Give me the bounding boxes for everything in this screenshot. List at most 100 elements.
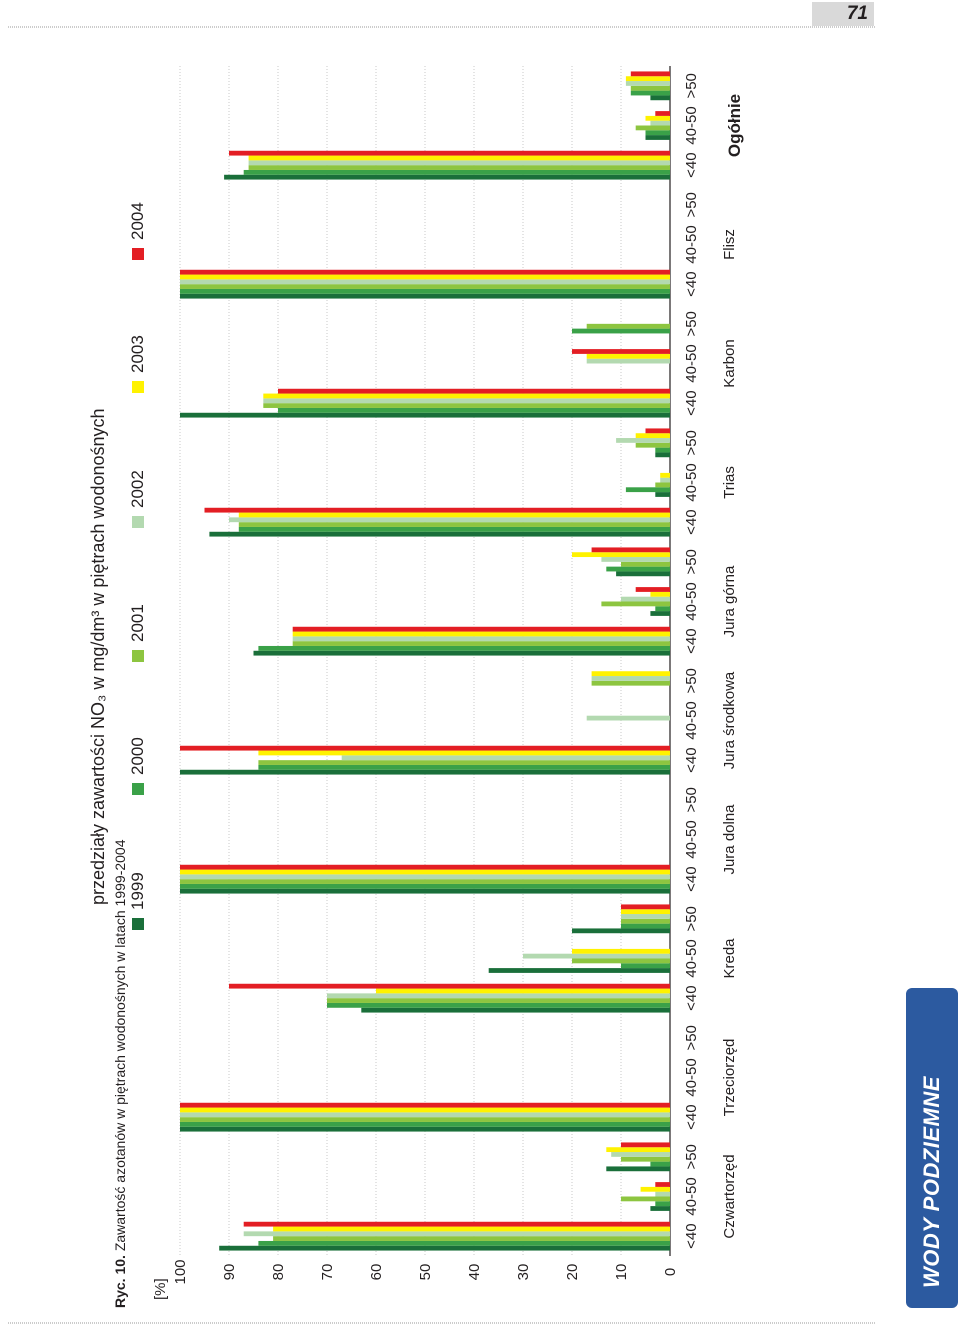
bar xyxy=(621,914,670,919)
legend-item: 2002 xyxy=(128,470,148,528)
interval-label: <40 xyxy=(683,509,700,534)
bar xyxy=(278,388,670,394)
bar xyxy=(263,393,670,399)
interval-label: 40-50 xyxy=(683,939,700,977)
bar xyxy=(258,760,670,765)
bar xyxy=(523,953,670,959)
y-tick-label: 80 xyxy=(270,1264,287,1281)
bar xyxy=(180,1121,670,1127)
bar xyxy=(635,125,670,131)
interval-label: >50 xyxy=(683,73,700,98)
bar xyxy=(621,918,670,924)
interval-label: >50 xyxy=(683,1144,700,1169)
y-tick-label: 10 xyxy=(613,1264,630,1281)
bar xyxy=(180,879,670,884)
bar xyxy=(650,120,670,126)
chapter-tab[interactable]: WODY PODZIEMNE xyxy=(906,988,958,1308)
bar xyxy=(180,269,670,275)
bar xyxy=(621,561,670,567)
bar xyxy=(327,1002,670,1008)
bar xyxy=(243,1231,670,1237)
bar xyxy=(229,517,670,523)
bar xyxy=(650,1161,670,1167)
bar xyxy=(630,90,670,96)
bar xyxy=(601,557,670,562)
bar xyxy=(263,398,670,404)
bar xyxy=(591,547,670,553)
interval-label: <40 xyxy=(683,152,700,177)
bar xyxy=(591,680,670,686)
y-tick-label: 70 xyxy=(319,1264,336,1281)
bar xyxy=(650,611,670,616)
legend-swatch xyxy=(132,248,144,260)
bar xyxy=(327,998,670,1003)
bar xyxy=(650,591,670,597)
bar xyxy=(243,169,670,175)
bar xyxy=(586,358,670,364)
bar xyxy=(248,165,670,170)
legend-swatch xyxy=(132,783,144,795)
bar xyxy=(630,71,670,77)
interval-label: 40-50 xyxy=(683,106,700,144)
bar xyxy=(635,433,670,439)
bar xyxy=(258,645,670,651)
interval-label: >50 xyxy=(683,787,700,812)
interval-label: <40 xyxy=(683,628,700,653)
y-tick-label: 90 xyxy=(221,1264,238,1281)
legend-swatch xyxy=(132,381,144,393)
y-tick-label: 0 xyxy=(662,1268,679,1276)
interval-label: >50 xyxy=(683,1025,700,1050)
interval-label: <40 xyxy=(683,271,700,296)
bar xyxy=(616,571,670,577)
interval-label: 40-50 xyxy=(683,582,700,620)
legend-item: 2004 xyxy=(128,202,148,260)
group-label: Ogółnie xyxy=(725,94,744,157)
bar xyxy=(278,407,670,413)
bar xyxy=(180,864,670,870)
bar xyxy=(586,715,670,721)
bar xyxy=(645,135,670,140)
bar xyxy=(273,1236,670,1241)
y-tick-label: 60 xyxy=(368,1264,385,1281)
chapter-tab-label: WODY PODZIEMNE xyxy=(919,1076,944,1288)
legend-label: 2002 xyxy=(128,470,147,508)
bar xyxy=(655,482,670,488)
interval-label: 40-50 xyxy=(683,1058,700,1096)
bar xyxy=(635,442,670,448)
group-label: Jura górna xyxy=(721,565,738,637)
bar xyxy=(621,1156,670,1162)
bar xyxy=(376,988,670,994)
interval-label: 40-50 xyxy=(683,463,700,501)
interval-label: <40 xyxy=(683,747,700,772)
bar xyxy=(180,874,670,880)
legend-swatch xyxy=(132,516,144,528)
bar xyxy=(180,1126,670,1132)
legend-item: 1999 xyxy=(128,872,148,930)
page-number: 71 xyxy=(812,2,874,26)
bar xyxy=(611,1152,670,1157)
bar xyxy=(655,447,670,453)
bar xyxy=(180,1117,670,1122)
interval-label: 40-50 xyxy=(683,344,700,382)
legend-item: 2001 xyxy=(128,604,148,662)
group-label: Jura dolna xyxy=(721,804,738,875)
bar xyxy=(180,1107,670,1113)
bar xyxy=(180,412,670,418)
y-tick-label: 30 xyxy=(515,1264,532,1281)
bar xyxy=(209,531,670,537)
interval-label: >50 xyxy=(683,430,700,455)
bar xyxy=(655,492,670,497)
bar xyxy=(263,403,670,408)
bar xyxy=(625,76,670,82)
bar xyxy=(635,587,670,592)
bar xyxy=(204,507,670,513)
legend-label: 2003 xyxy=(128,335,147,373)
bar xyxy=(640,1186,670,1192)
bar xyxy=(591,676,670,681)
bar xyxy=(621,904,670,910)
group-label: Karbon xyxy=(721,339,738,387)
bar xyxy=(645,115,670,121)
bar xyxy=(660,477,670,483)
bar xyxy=(341,755,670,761)
bar xyxy=(572,948,670,954)
